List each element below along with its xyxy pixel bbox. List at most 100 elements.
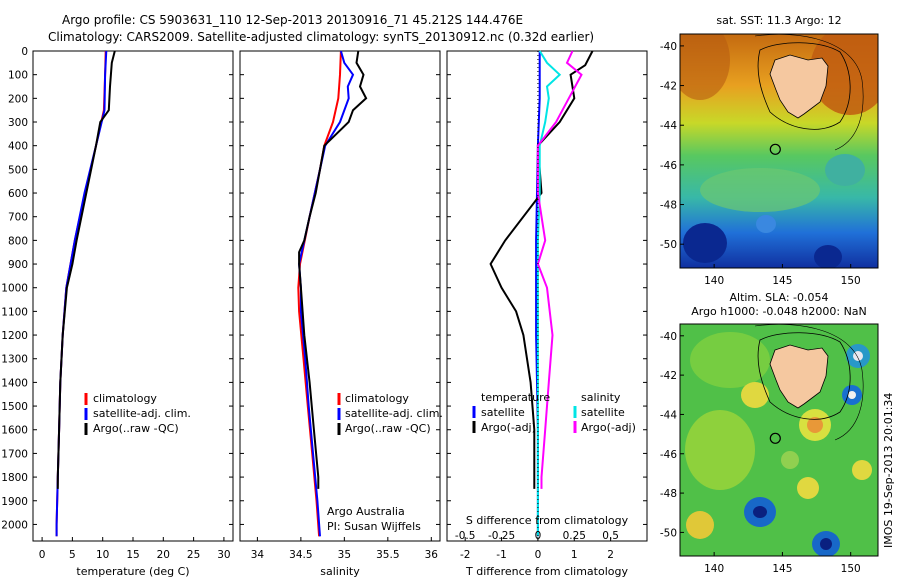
depth-tick-label: 1900 [1, 496, 28, 508]
annotation-argo-australia: Argo Australia [327, 505, 405, 518]
temperature-x-ticks: 0 5 10 15 20 25 30 [39, 537, 231, 561]
x-tick-label: 1 [571, 549, 578, 561]
depth-tick-label: 200 [8, 93, 28, 105]
series-line-climatology [297, 50, 342, 537]
salinity-x-ticks: 34 34.5 35 35.5 36 [251, 537, 439, 561]
depth-tick-label: 400 [8, 141, 28, 153]
lat-tick-label: -42 [660, 81, 677, 93]
temperature-plot-frame [32, 50, 234, 542]
lat-tick-label: -40 [660, 331, 677, 343]
x-tick-label: 35 [338, 549, 351, 561]
sst-map-ticks: 140 145 150 -40 -42 -44 -46 -48 -50 [660, 41, 861, 287]
x-tick-label: 20 [157, 549, 170, 561]
difference-xlabel: T difference from climatology [465, 565, 628, 578]
x-tick-label: 34.5 [289, 549, 312, 561]
series-line-temperature-argo-adj- [489, 50, 594, 489]
lat-tick-label: -42 [660, 370, 677, 382]
legend-label-climatology: climatology [345, 392, 409, 405]
sst-map-image [680, 34, 878, 268]
lat-tick-label: -48 [660, 200, 677, 212]
lon-tick-label: 150 [841, 275, 861, 287]
lat-tick-label: -44 [660, 120, 677, 132]
depth-tick-label: 100 [8, 70, 28, 82]
sst-map-frame [679, 33, 879, 269]
s-diff-tick-label: -0.25 [488, 530, 515, 542]
header-line-2: Climatology: CARS2009. Satellite-adjuste… [48, 30, 594, 44]
x-tick-label: 30 [217, 549, 230, 561]
lat-tick-label: -46 [660, 449, 677, 461]
s-diff-tick-label: 0.5 [602, 530, 619, 542]
lon-tick-label: 145 [772, 275, 792, 287]
sla-map-title-line-1: Altim. SLA: -0.054 [729, 291, 828, 304]
salinity-difference-ticks: -0.5 -0.25 0 0.25 0.5 [455, 530, 619, 542]
salinity-series [297, 50, 368, 537]
legend-label-argo: Argo(..raw -QC) [345, 422, 431, 435]
depth-tick-label: 1000 [1, 283, 28, 295]
depth-tick-label: 900 [8, 259, 28, 271]
temperature-xlabel: temperature (deg C) [76, 565, 189, 578]
legend-label-satellite: satellite-adj. clim. [93, 407, 191, 420]
legend-label-satellite: satellite-adj. clim. [345, 407, 443, 420]
lon-tick-label: 140 [704, 275, 724, 287]
depth-tick-label: 0 [21, 46, 28, 58]
x-tick-label: 25 [187, 549, 200, 561]
argo-float-marker [769, 432, 781, 444]
x-tick-label: -2 [460, 549, 470, 561]
lon-tick-label: 145 [772, 563, 792, 575]
legend-label-climatology: climatology [93, 392, 157, 405]
x-tick-label: 2 [607, 549, 614, 561]
depth-tick-label: 1500 [1, 401, 28, 413]
sla-map-frame [679, 323, 879, 557]
x-tick-label: 36 [425, 549, 439, 561]
difference-x-ticks: -2 -1 0 1 2 [460, 537, 614, 561]
difference-series [489, 50, 594, 537]
sla-map-title-line-2: Argo h1000: -0.048 h2000: NaN [691, 305, 867, 318]
difference-legend-salinity: salinity satellite Argo(-adj) [573, 391, 636, 434]
depth-axis: 0 100 200 300 400 500 600 700 800 900 1000 1100 1200… [1, 46, 647, 531]
header-line-1: Argo profile: CS 5903631_110 12-Sep-2013… [62, 13, 523, 27]
lat-tick-label: -48 [660, 488, 677, 500]
legend-title-temperature: temperature [481, 391, 550, 404]
sla-map-ticks: 140 145 150 -40 -42 -44 -46 -48 -50 [660, 331, 861, 575]
series-line-salinity-argo-adj- [536, 50, 583, 489]
depth-tick-label: 600 [8, 188, 28, 200]
series-line-satellite-adj-clim- [298, 50, 355, 537]
x-tick-label: 0 [535, 549, 542, 561]
depth-tick-label: 1100 [1, 306, 28, 318]
depth-tick-label: 1300 [1, 354, 28, 366]
x-tick-label: 5 [69, 549, 76, 561]
depth-tick-label: 1200 [1, 330, 28, 342]
salinity-plot-frame [239, 50, 441, 542]
series-line-argo-raw-qc- [298, 50, 368, 489]
x-tick-label: -1 [496, 549, 506, 561]
series-line-climatology [55, 50, 107, 537]
depth-tick-label: 700 [8, 212, 28, 224]
annotation-pi: PI: Susan Wijffels [327, 520, 421, 533]
legend-label-sal-argo: Argo(-adj) [581, 421, 636, 434]
s-diff-tick-label: -0.5 [455, 530, 476, 542]
lon-tick-label: 140 [704, 563, 724, 575]
lat-tick-label: -40 [660, 41, 677, 53]
depth-tick-label: 1800 [1, 472, 28, 484]
legend-label-temp-argo: Argo(-adj) [481, 421, 536, 434]
x-tick-label: 15 [126, 549, 139, 561]
legend-title-salinity: salinity [581, 391, 621, 404]
x-tick-label: 34 [251, 549, 265, 561]
difference-legend-temperature: temperature satellite Argo(-adj) [472, 391, 550, 434]
lat-tick-label: -50 [660, 527, 677, 539]
x-tick-label: 10 [96, 549, 109, 561]
s-diff-tick-label: 0 [535, 530, 542, 542]
argo-float-marker [769, 143, 781, 155]
temperature-legend: climatology satellite-adj. clim. Argo(..… [84, 392, 191, 435]
salinity-legend: climatology satellite-adj. clim. Argo(..… [337, 392, 443, 435]
lat-tick-label: -50 [660, 239, 677, 251]
x-tick-label: 35.5 [376, 549, 399, 561]
imos-watermark: IMOS 19-Sep-2013 20:01:34 [882, 393, 895, 548]
s-diff-tick-label: 0.25 [563, 530, 586, 542]
lat-tick-label: -44 [660, 409, 677, 421]
legend-label-sal-satellite: satellite [581, 406, 625, 419]
lon-tick-label: 150 [841, 563, 861, 575]
sst-map-title: sat. SST: 11.3 Argo: 12 [716, 14, 841, 27]
depth-tick-label: 500 [8, 164, 28, 176]
